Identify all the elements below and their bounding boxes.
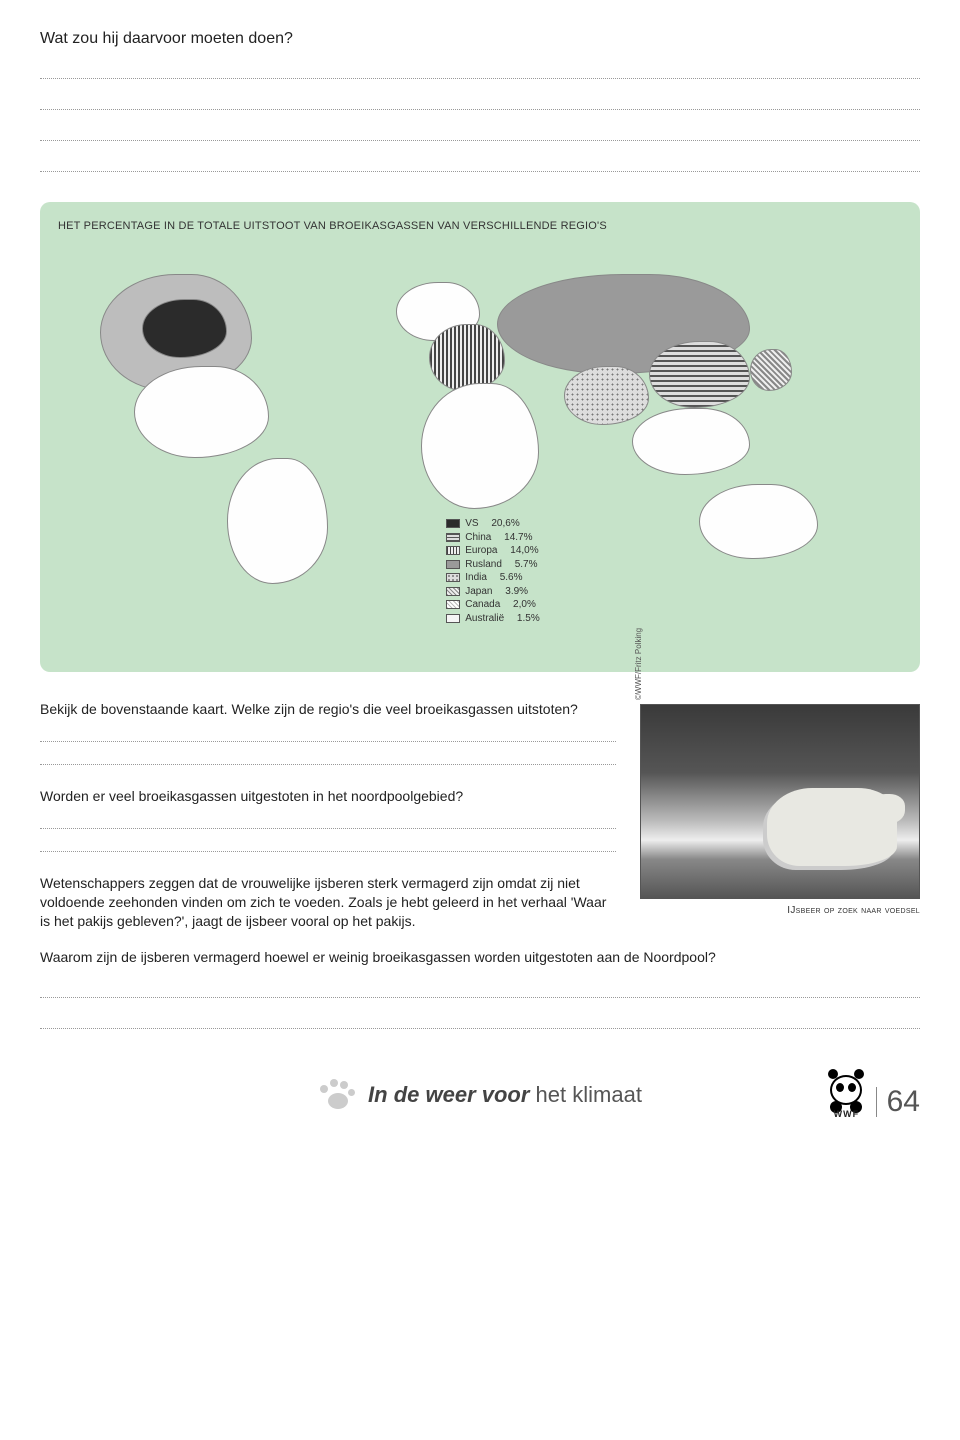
answer-line[interactable]	[40, 741, 616, 742]
answer-line[interactable]	[40, 78, 920, 79]
map-title: Het percentage in de totale uitstoot van…	[58, 220, 902, 232]
legend-label: VS	[465, 517, 478, 531]
legend-label: Rusland	[465, 558, 502, 572]
wwf-logo-icon: WWF	[824, 1065, 868, 1117]
answer-line[interactable]	[40, 828, 616, 829]
legend-label: Canada	[465, 598, 500, 612]
world-map: VS 20,6% China 14.7% Europa 14,0% Ruslan…	[58, 240, 902, 660]
legend-label: Europa	[465, 544, 497, 558]
polar-bear-photo	[640, 704, 920, 899]
wwf-logo-text: WWF	[834, 1109, 860, 1119]
legend-label: China	[465, 531, 491, 545]
photo-caption: IJsbeer op zoek naar voedsel	[640, 905, 920, 916]
footer-title: In de weer voor het klimaat	[368, 1082, 642, 1108]
page-footer: In de weer voor het klimaat WWF 64	[40, 1079, 920, 1111]
legend-label: Japan	[465, 585, 492, 599]
legend-value: 3.9%	[505, 585, 528, 599]
question-2: Bekijk de bovenstaande kaart. Welke zijn…	[40, 700, 616, 719]
map-panel: Het percentage in de totale uitstoot van…	[40, 202, 920, 672]
answer-line[interactable]	[40, 764, 616, 765]
legend-value: 2,0%	[513, 598, 536, 612]
legend-label: Australië	[465, 612, 504, 626]
legend-value: 14,0%	[510, 544, 538, 558]
body-paragraph: Wetenschappers zeggen dat de vrouwelijke…	[40, 874, 616, 931]
question-3: Worden er veel broeikasgassen uitgestote…	[40, 787, 616, 806]
legend-value: 14.7%	[504, 531, 532, 545]
legend-value: 1.5%	[517, 612, 540, 626]
answer-line[interactable]	[40, 171, 920, 172]
answer-line[interactable]	[40, 997, 920, 998]
question-4: Waarom zijn de ijsberen vermagerd hoewel…	[40, 948, 920, 967]
question-1: Wat zou hij daarvoor moeten doen?	[40, 30, 920, 48]
answer-line[interactable]	[40, 140, 920, 141]
answer-line[interactable]	[40, 109, 920, 110]
answer-line[interactable]	[40, 1028, 920, 1029]
page-number: 64	[876, 1087, 920, 1117]
answer-line[interactable]	[40, 851, 616, 852]
legend-value: 5.6%	[500, 571, 523, 585]
legend-label: India	[465, 571, 487, 585]
paw-icon	[318, 1079, 354, 1111]
map-legend: VS 20,6% China 14.7% Europa 14,0% Ruslan…	[446, 517, 539, 625]
legend-value: 5.7%	[515, 558, 538, 572]
legend-value: 20,6%	[491, 517, 519, 531]
